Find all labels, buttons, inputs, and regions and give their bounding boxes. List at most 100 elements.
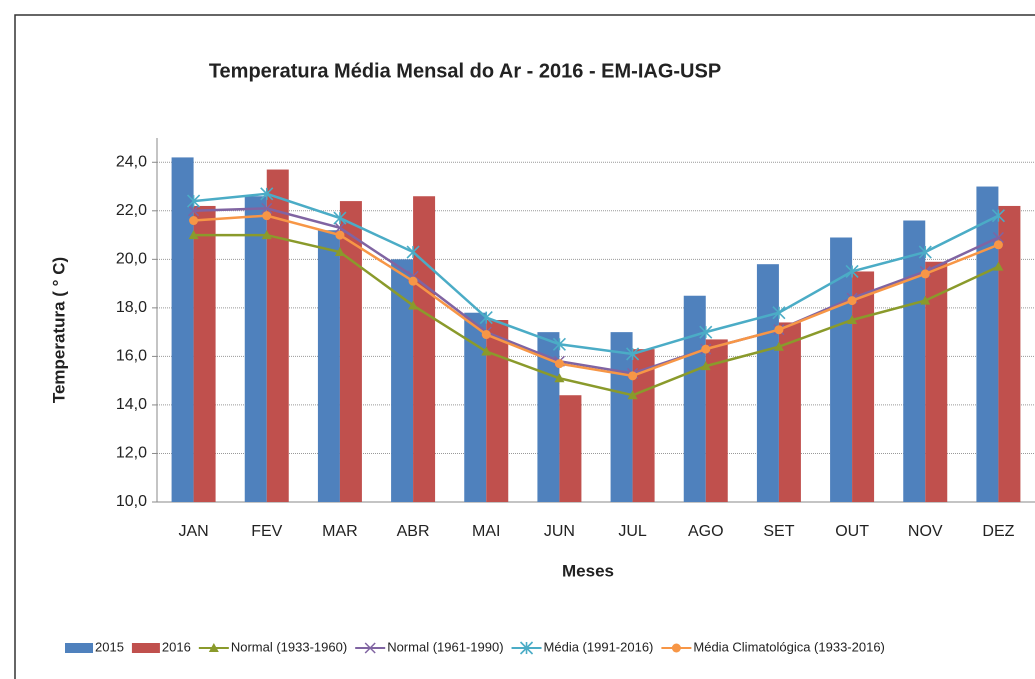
bar <box>925 261 948 502</box>
marker <box>847 315 858 324</box>
marker <box>334 247 345 257</box>
bar <box>756 264 779 502</box>
marker <box>699 325 713 339</box>
marker <box>552 337 566 351</box>
line <box>193 233 999 397</box>
marker <box>406 245 420 259</box>
y-tick-label: 16,0 <box>116 348 147 365</box>
bar <box>317 230 340 503</box>
bar <box>683 295 706 502</box>
y-tick-label: 24,0 <box>116 153 147 170</box>
x-tick-label: JUL <box>618 523 647 540</box>
x-tick-label: JUN <box>544 523 575 540</box>
marker <box>918 245 932 259</box>
marker <box>408 276 418 286</box>
bar <box>778 322 801 502</box>
marker <box>700 361 711 371</box>
marker <box>187 194 201 208</box>
bar <box>266 169 289 502</box>
marker <box>333 211 347 225</box>
legend-label: Média Climatológica (1933-2016) <box>693 639 885 654</box>
legend-label: 2015 <box>95 639 124 654</box>
x-tick-label: AGO <box>688 523 724 540</box>
marker <box>920 269 930 279</box>
x-tick-label: SET <box>763 523 794 540</box>
marker <box>772 306 786 320</box>
line <box>193 192 999 356</box>
marker <box>408 300 419 310</box>
legend-label: 2016 <box>162 639 191 654</box>
bar <box>464 312 487 502</box>
y-tick-label: 20,0 <box>116 251 147 268</box>
bar <box>903 220 926 503</box>
marker <box>626 347 640 361</box>
bar <box>705 339 728 502</box>
chart-title: Temperatura Média Mensal do Ar - 2016 - … <box>209 60 721 82</box>
legend-swatch <box>65 643 93 653</box>
x-tick-label: MAR <box>322 523 358 540</box>
marker <box>519 641 534 655</box>
y-tick-label: 18,0 <box>116 299 147 316</box>
bar <box>976 186 999 503</box>
line <box>193 207 999 375</box>
x-tick-label: NOV <box>908 523 943 540</box>
bar <box>391 259 414 502</box>
marker <box>189 216 199 226</box>
legend-label: Normal (1933-1960) <box>231 639 347 654</box>
marker <box>261 202 273 214</box>
marker <box>628 371 638 381</box>
legend-swatch <box>131 643 160 653</box>
bar <box>339 201 362 503</box>
marker <box>701 344 711 354</box>
x-tick-label: MAI <box>472 523 500 540</box>
x-axis-title: Meses <box>562 561 614 580</box>
y-tick-label: 22,0 <box>116 202 147 219</box>
x-tick-label: DEZ <box>982 523 1014 540</box>
marker <box>261 230 272 240</box>
bar <box>171 157 194 502</box>
bar <box>413 196 436 503</box>
line <box>193 214 999 378</box>
x-tick-label: JAN <box>178 523 208 540</box>
marker <box>188 205 200 217</box>
marker <box>334 222 346 234</box>
marker <box>773 341 784 351</box>
x-tick-label: OUT <box>835 523 869 540</box>
marker <box>847 296 857 306</box>
legend: 2015 2016 Normal (1933-1960) Normal (1961-1… <box>65 639 885 655</box>
bar <box>559 395 582 502</box>
bar <box>244 196 267 503</box>
y-axis-title: Temperatura ( ° C) <box>49 257 68 403</box>
marker <box>993 261 1004 271</box>
marker <box>188 230 199 240</box>
marker <box>993 240 1003 250</box>
bar <box>852 271 875 502</box>
y-tick-label: 12,0 <box>116 445 147 462</box>
marker <box>364 642 376 654</box>
bar <box>486 320 509 502</box>
marker <box>208 643 219 652</box>
marker <box>479 311 493 325</box>
marker <box>991 209 1005 223</box>
bar <box>537 332 560 502</box>
legend-label: Normal (1961-1990) <box>387 639 503 654</box>
marker <box>554 359 564 369</box>
marker <box>774 325 784 335</box>
y-tick-label: 14,0 <box>116 396 147 413</box>
bar <box>193 205 216 503</box>
bar <box>998 205 1021 503</box>
marker <box>481 330 491 340</box>
legend-label: Média (1991-2016) <box>544 639 654 654</box>
marker <box>845 264 859 279</box>
plot-area: 10,0 12,0 14,0 16,0 18,0 20,0 22,0 24,0 JAN FEV MA… <box>116 138 1035 540</box>
marker <box>262 211 272 221</box>
marker <box>260 187 274 201</box>
marker <box>481 346 492 356</box>
marker <box>627 390 638 400</box>
x-tick-label: ABR <box>397 523 430 540</box>
marker <box>671 643 681 653</box>
y-tick-label: 10,0 <box>116 493 147 510</box>
marker <box>554 373 565 383</box>
